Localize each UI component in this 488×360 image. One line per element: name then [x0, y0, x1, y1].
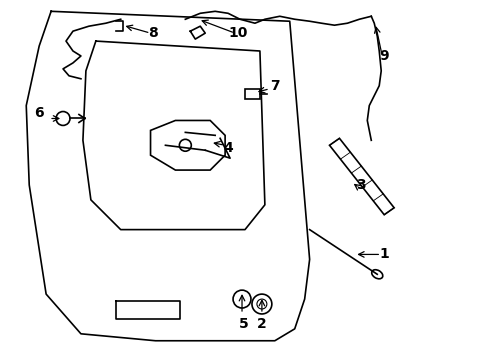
Text: 10: 10 [228, 26, 247, 40]
Text: 7: 7 [269, 79, 279, 93]
Text: 3: 3 [356, 178, 366, 192]
Text: 5: 5 [239, 317, 248, 331]
Text: 8: 8 [147, 26, 157, 40]
Text: 1: 1 [379, 247, 388, 261]
Text: 6: 6 [34, 105, 44, 120]
Text: 2: 2 [257, 317, 266, 331]
Text: 4: 4 [223, 141, 232, 155]
Text: 9: 9 [379, 49, 388, 63]
